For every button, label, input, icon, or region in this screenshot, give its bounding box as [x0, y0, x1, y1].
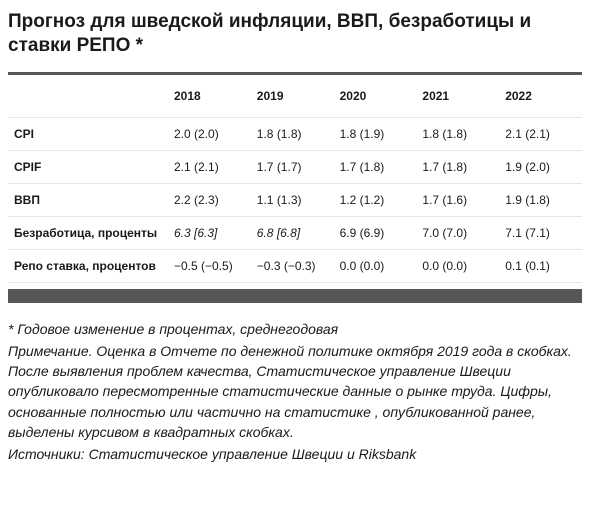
- table-cell: 0.1 (0.1): [499, 249, 582, 282]
- table-cell: 1.7 (1.8): [334, 150, 417, 183]
- table-cell: 1.9 (1.8): [499, 183, 582, 216]
- table-cell: 6.8 [6.8]: [251, 216, 334, 249]
- document-wrap: Прогноз для шведской инфляции, ВВП, безр…: [0, 0, 590, 475]
- footnotes: * Годовое изменение в процентах, среднег…: [8, 319, 582, 465]
- table-cell: 1.2 (1.2): [334, 183, 417, 216]
- header-year: 2021: [416, 73, 499, 117]
- table-body: CPI2.0 (2.0)1.8 (1.8)1.8 (1.9)1.8 (1.8)2…: [8, 117, 582, 282]
- table-cell: 1.1 (1.3): [251, 183, 334, 216]
- header-year: 2020: [334, 73, 417, 117]
- header-year: 2018: [168, 73, 251, 117]
- table-cell: 0.0 (0.0): [416, 249, 499, 282]
- table-cell: 1.9 (2.0): [499, 150, 582, 183]
- table-row: CPIF2.1 (2.1)1.7 (1.7)1.7 (1.8)1.7 (1.8)…: [8, 150, 582, 183]
- row-label: Репо ставка, процентов: [8, 249, 168, 282]
- table-cell: 6.9 (6.9): [334, 216, 417, 249]
- header-blank: [8, 73, 168, 117]
- table-cell: 2.1 (2.1): [168, 150, 251, 183]
- row-label: Безработица, проценты: [8, 216, 168, 249]
- page-title: Прогноз для шведской инфляции, ВВП, безр…: [8, 10, 582, 58]
- forecast-table: 2018 2019 2020 2021 2022 CPI2.0 (2.0)1.8…: [8, 72, 582, 283]
- table-cell: 0.0 (0.0): [334, 249, 417, 282]
- footnote-line: Источники: Статистическое управление Шве…: [8, 444, 582, 464]
- table-row: Репо ставка, процентов−0.5 (−0.5)−0.3 (−…: [8, 249, 582, 282]
- table-cell: 2.0 (2.0): [168, 117, 251, 150]
- row-label: CPIF: [8, 150, 168, 183]
- table-row: Безработица, проценты6.3 [6.3]6.8 [6.8]6…: [8, 216, 582, 249]
- table-cell: 1.8 (1.8): [251, 117, 334, 150]
- table-cell: −0.5 (−0.5): [168, 249, 251, 282]
- table-cell: −0.3 (−0.3): [251, 249, 334, 282]
- header-year: 2022: [499, 73, 582, 117]
- table-header-row: 2018 2019 2020 2021 2022: [8, 73, 582, 117]
- row-label: CPI: [8, 117, 168, 150]
- table-cell: 2.2 (2.3): [168, 183, 251, 216]
- footnote-line: Примечание. Оценка в Отчете по денежной …: [8, 341, 582, 442]
- row-label: ВВП: [8, 183, 168, 216]
- table-bottom-bar: [8, 289, 582, 303]
- table-cell: 1.8 (1.8): [416, 117, 499, 150]
- footnote-line: * Годовое изменение в процентах, среднег…: [8, 319, 582, 339]
- table-cell: 1.8 (1.9): [334, 117, 417, 150]
- header-year: 2019: [251, 73, 334, 117]
- table-cell: 7.0 (7.0): [416, 216, 499, 249]
- table-row: CPI2.0 (2.0)1.8 (1.8)1.8 (1.9)1.8 (1.8)2…: [8, 117, 582, 150]
- table-cell: 7.1 (7.1): [499, 216, 582, 249]
- table-cell: 1.7 (1.8): [416, 150, 499, 183]
- table-cell: 1.7 (1.6): [416, 183, 499, 216]
- table-cell: 1.7 (1.7): [251, 150, 334, 183]
- table-cell: 6.3 [6.3]: [168, 216, 251, 249]
- table-cell: 2.1 (2.1): [499, 117, 582, 150]
- table-row: ВВП2.2 (2.3)1.1 (1.3)1.2 (1.2)1.7 (1.6)1…: [8, 183, 582, 216]
